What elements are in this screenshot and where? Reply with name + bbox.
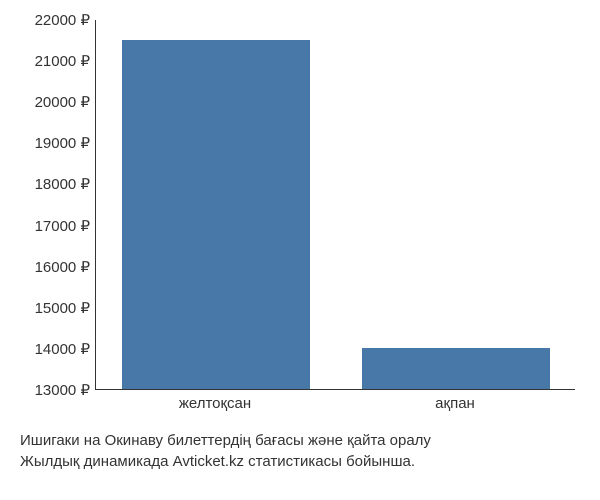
y-tick-label: 15000 ₽ [10, 299, 90, 317]
y-tick-label: 18000 ₽ [10, 175, 90, 193]
bar-chart: 13000 ₽ 14000 ₽ 15000 ₽ 16000 ₽ 17000 ₽ 18000… [0, 0, 600, 500]
caption-line-2: Жылдық динамикада Avticket.kz статистика… [20, 451, 431, 472]
plot-area [95, 20, 575, 390]
chart-caption: Ишигаки на Окинаву билеттердің бағасы жә… [20, 430, 431, 472]
caption-line-1: Ишигаки на Окинаву билеттердің бағасы жә… [20, 430, 431, 451]
x-tick-label: ақпан [435, 395, 475, 412]
y-tick-label: 21000 ₽ [10, 52, 90, 70]
y-tick-label: 17000 ₽ [10, 217, 90, 235]
y-tick-label: 16000 ₽ [10, 258, 90, 276]
y-tick-label: 14000 ₽ [10, 340, 90, 358]
y-tick-label: 20000 ₽ [10, 93, 90, 111]
bar [362, 348, 549, 389]
y-tick-label: 22000 ₽ [10, 11, 90, 29]
y-tick-label: 13000 ₽ [10, 381, 90, 399]
y-tick-label: 19000 ₽ [10, 134, 90, 152]
bar [122, 40, 309, 389]
x-tick-label: желтоқсан [179, 395, 251, 412]
